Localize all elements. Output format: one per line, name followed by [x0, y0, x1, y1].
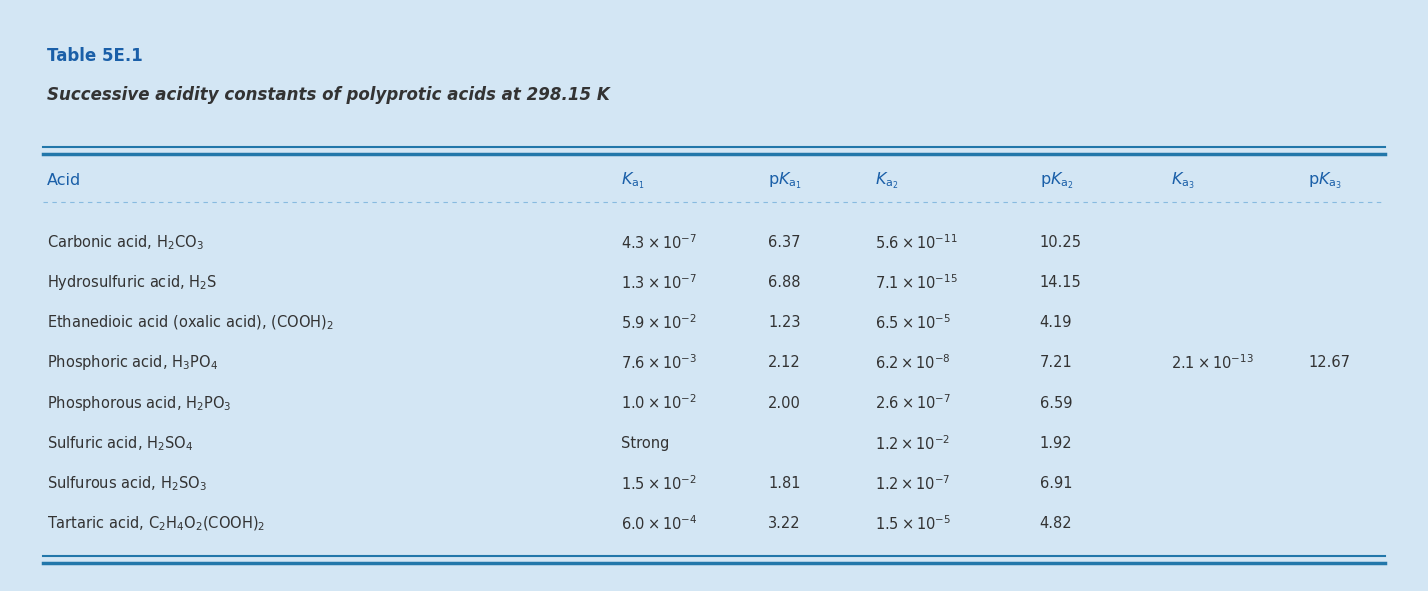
Text: 3.22: 3.22	[768, 516, 801, 531]
Text: 2.12: 2.12	[768, 355, 801, 371]
Text: $2.1 \times 10^{-13}$: $2.1 \times 10^{-13}$	[1171, 353, 1254, 372]
Text: $5.9 \times 10^{-2}$: $5.9 \times 10^{-2}$	[621, 313, 697, 332]
Text: 10.25: 10.25	[1040, 235, 1081, 250]
Text: $K_{\mathrm{a}_3}$: $K_{\mathrm{a}_3}$	[1171, 170, 1195, 190]
Text: 14.15: 14.15	[1040, 275, 1081, 290]
Text: Sulfuric acid, H$_2$SO$_4$: Sulfuric acid, H$_2$SO$_4$	[47, 434, 194, 453]
Text: 1.23: 1.23	[768, 315, 801, 330]
Text: 6.91: 6.91	[1040, 476, 1072, 491]
Text: $7.1 \times 10^{-15}$: $7.1 \times 10^{-15}$	[875, 273, 958, 292]
Text: $1.3 \times 10^{-7}$: $1.3 \times 10^{-7}$	[621, 273, 697, 292]
Text: Phosphoric acid, H$_3$PO$_4$: Phosphoric acid, H$_3$PO$_4$	[47, 353, 218, 372]
Text: Table 5E.1: Table 5E.1	[47, 47, 143, 65]
Text: Carbonic acid, H$_2$CO$_3$: Carbonic acid, H$_2$CO$_3$	[47, 233, 204, 252]
FancyBboxPatch shape	[11, 7, 1417, 584]
Text: p$K_{\mathrm{a}_3}$: p$K_{\mathrm{a}_3}$	[1308, 170, 1342, 190]
Text: Phosphorous acid, H$_2$PO$_3$: Phosphorous acid, H$_2$PO$_3$	[47, 394, 231, 413]
Text: $1.2 \times 10^{-2}$: $1.2 \times 10^{-2}$	[875, 434, 951, 453]
Text: $1.5 \times 10^{-5}$: $1.5 \times 10^{-5}$	[875, 514, 951, 533]
Text: $6.0 \times 10^{-4}$: $6.0 \times 10^{-4}$	[621, 514, 698, 533]
Text: Strong: Strong	[621, 436, 670, 451]
Text: $4.3 \times 10^{-7}$: $4.3 \times 10^{-7}$	[621, 233, 697, 252]
Text: 1.81: 1.81	[768, 476, 801, 491]
Text: 1.92: 1.92	[1040, 436, 1072, 451]
Text: 7.21: 7.21	[1040, 355, 1072, 371]
Text: $2.6 \times 10^{-7}$: $2.6 \times 10^{-7}$	[875, 394, 951, 413]
Text: 6.37: 6.37	[768, 235, 801, 250]
Text: $5.6 \times 10^{-11}$: $5.6 \times 10^{-11}$	[875, 233, 958, 252]
Text: $K_{\mathrm{a}_2}$: $K_{\mathrm{a}_2}$	[875, 170, 900, 190]
Text: $K_{\mathrm{a}_1}$: $K_{\mathrm{a}_1}$	[621, 170, 645, 190]
Text: 2.00: 2.00	[768, 395, 801, 411]
Text: 4.82: 4.82	[1040, 516, 1072, 531]
Text: 12.67: 12.67	[1308, 355, 1349, 371]
Text: 4.19: 4.19	[1040, 315, 1072, 330]
Text: $1.0 \times 10^{-2}$: $1.0 \times 10^{-2}$	[621, 394, 697, 413]
Text: Ethanedioic acid (oxalic acid), (COOH)$_2$: Ethanedioic acid (oxalic acid), (COOH)$_…	[47, 313, 334, 332]
Text: $1.2 \times 10^{-7}$: $1.2 \times 10^{-7}$	[875, 474, 951, 493]
Text: Hydrosulfuric acid, H$_2$S: Hydrosulfuric acid, H$_2$S	[47, 273, 217, 292]
Text: $7.6 \times 10^{-3}$: $7.6 \times 10^{-3}$	[621, 353, 697, 372]
Text: Acid: Acid	[47, 173, 81, 188]
Text: 6.88: 6.88	[768, 275, 801, 290]
Text: 6.59: 6.59	[1040, 395, 1072, 411]
Text: Successive acidity constants of polyprotic acids at 298.15 K: Successive acidity constants of polyprot…	[47, 86, 610, 103]
Text: Sulfurous acid, H$_2$SO$_3$: Sulfurous acid, H$_2$SO$_3$	[47, 474, 207, 493]
Text: $6.5 \times 10^{-5}$: $6.5 \times 10^{-5}$	[875, 313, 951, 332]
Text: Tartaric acid, C$_2$H$_4$O$_2$(COOH)$_2$: Tartaric acid, C$_2$H$_4$O$_2$(COOH)$_2$	[47, 514, 266, 533]
Text: p$K_{\mathrm{a}_1}$: p$K_{\mathrm{a}_1}$	[768, 170, 803, 190]
Text: p$K_{\mathrm{a}_2}$: p$K_{\mathrm{a}_2}$	[1040, 170, 1074, 190]
Text: $1.5 \times 10^{-2}$: $1.5 \times 10^{-2}$	[621, 474, 697, 493]
Text: $6.2 \times 10^{-8}$: $6.2 \times 10^{-8}$	[875, 353, 951, 372]
